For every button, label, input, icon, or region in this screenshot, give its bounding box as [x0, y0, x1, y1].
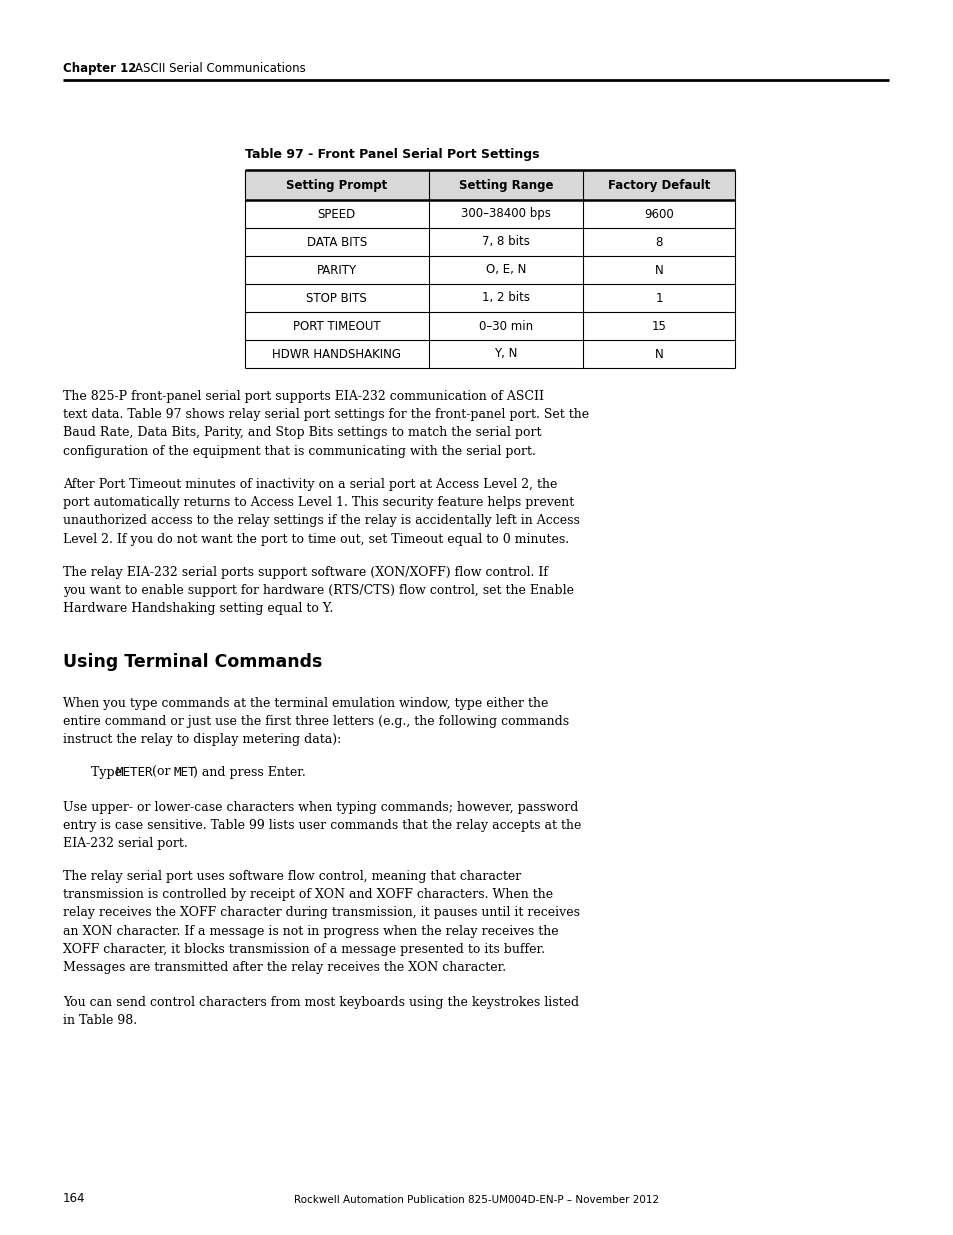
Text: METER: METER	[116, 766, 153, 779]
Text: (or: (or	[149, 766, 174, 779]
Text: Setting Prompt: Setting Prompt	[286, 179, 387, 191]
Text: 1, 2 bits: 1, 2 bits	[481, 291, 529, 305]
Text: Y, N: Y, N	[494, 347, 517, 361]
Text: 164: 164	[63, 1192, 86, 1205]
Text: 300–38400 bps: 300–38400 bps	[460, 207, 550, 221]
Bar	[245, 170, 734, 200]
Text: The relay serial port uses software flow control, meaning that character
transmi: The relay serial port uses software flow…	[63, 869, 579, 974]
Text: Setting Range: Setting Range	[458, 179, 553, 191]
Text: PORT TIMEOUT: PORT TIMEOUT	[293, 320, 380, 332]
Text: Type: Type	[91, 766, 126, 779]
Text: 9600: 9600	[643, 207, 673, 221]
Text: 0–30 min: 0–30 min	[478, 320, 533, 332]
Text: N: N	[654, 263, 662, 277]
Text: You can send control characters from most keyboards using the keystrokes listed
: You can send control characters from mos…	[63, 995, 578, 1028]
Text: Table 97 - Front Panel Serial Port Settings: Table 97 - Front Panel Serial Port Setti…	[245, 148, 539, 161]
Text: ) and press Enter.: ) and press Enter.	[193, 766, 305, 779]
Text: N: N	[654, 347, 662, 361]
Text: SPEED: SPEED	[317, 207, 355, 221]
Text: After Port Timeout minutes of inactivity on a serial port at Access Level 2, the: After Port Timeout minutes of inactivity…	[63, 478, 579, 546]
Text: Chapter 12: Chapter 12	[63, 62, 136, 75]
Text: Factory Default: Factory Default	[607, 179, 709, 191]
Text: Rockwell Automation Publication 825-UM004D-EN-P – November 2012: Rockwell Automation Publication 825-UM00…	[294, 1195, 659, 1205]
Text: The 825-P front-panel serial port supports EIA-232 communication of ASCII
text d: The 825-P front-panel serial port suppor…	[63, 390, 589, 458]
Text: 8: 8	[655, 236, 662, 248]
Text: STOP BITS: STOP BITS	[306, 291, 367, 305]
Text: PARITY: PARITY	[316, 263, 356, 277]
Text: When you type commands at the terminal emulation window, type either the
entire : When you type commands at the terminal e…	[63, 697, 569, 746]
Text: Use upper- or lower-case characters when typing commands; however, password
entr: Use upper- or lower-case characters when…	[63, 802, 580, 851]
Text: DATA BITS: DATA BITS	[307, 236, 367, 248]
Text: 1: 1	[655, 291, 662, 305]
Text: ASCII Serial Communications: ASCII Serial Communications	[135, 62, 305, 75]
Text: Using Terminal Commands: Using Terminal Commands	[63, 653, 322, 671]
Text: 7, 8 bits: 7, 8 bits	[481, 236, 529, 248]
Text: The relay EIA-232 serial ports support software (XON/XOFF) flow control. If
you : The relay EIA-232 serial ports support s…	[63, 566, 574, 615]
Text: HDWR HANDSHAKING: HDWR HANDSHAKING	[273, 347, 401, 361]
Text: MET: MET	[173, 766, 195, 779]
Text: 15: 15	[651, 320, 666, 332]
Text: O, E, N: O, E, N	[485, 263, 525, 277]
